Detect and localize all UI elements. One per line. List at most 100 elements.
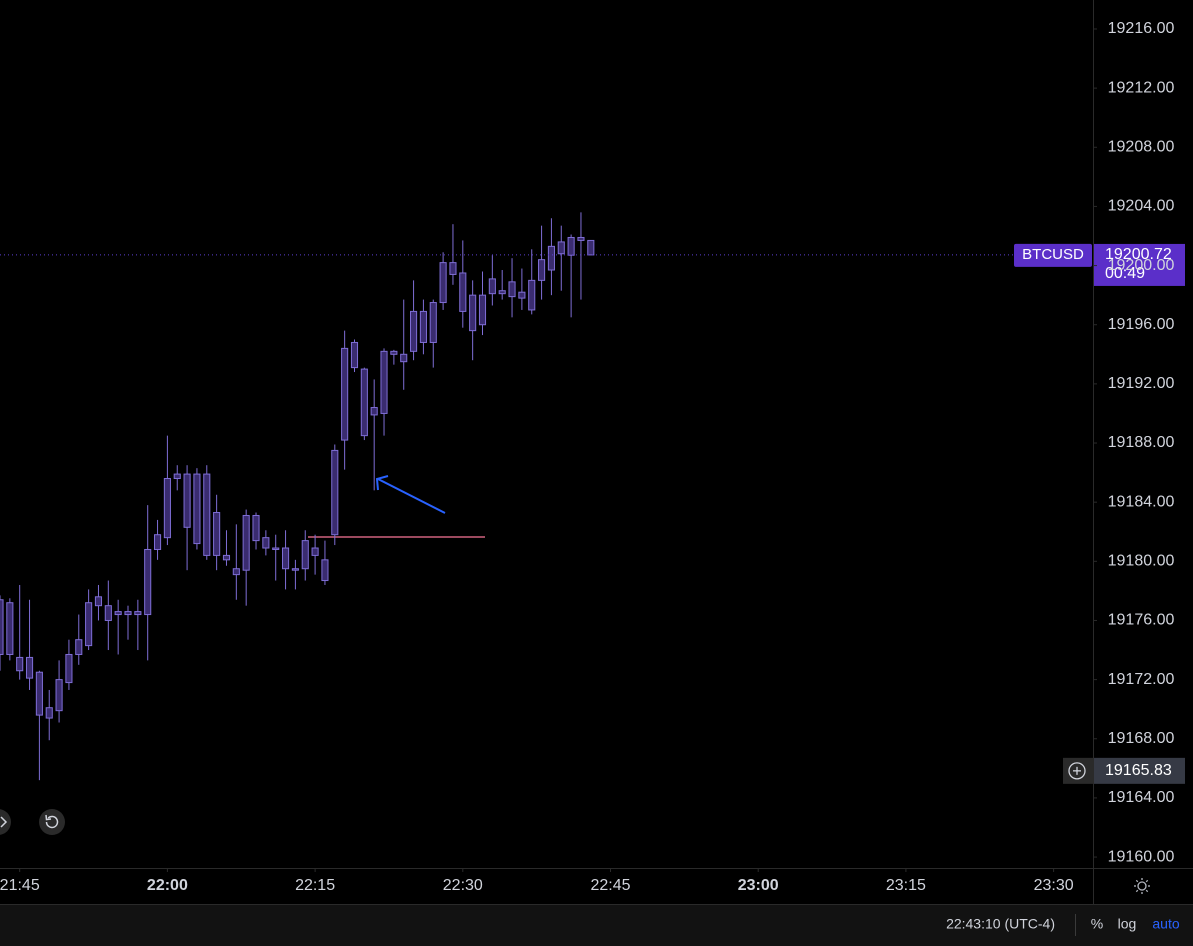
candle-body xyxy=(341,347,349,441)
candle-body xyxy=(104,605,112,621)
y-tick-label: 19196.00 xyxy=(1108,316,1175,333)
candle-body xyxy=(55,679,63,712)
candle-body xyxy=(16,656,24,672)
candle-body xyxy=(242,514,250,571)
candle-body xyxy=(380,350,388,414)
arrow-drawing[interactable] xyxy=(375,475,446,514)
candle-body xyxy=(429,302,437,343)
settings-button[interactable] xyxy=(1134,878,1150,894)
candle-body xyxy=(498,290,506,295)
footer-bar xyxy=(0,904,1193,946)
candle-body xyxy=(547,245,555,271)
candle-body xyxy=(557,241,565,255)
x-tick-label: 22:15 xyxy=(295,877,335,894)
candle-body xyxy=(350,341,359,369)
candle-body xyxy=(75,639,83,655)
candle-body xyxy=(478,294,487,326)
y-tick-label: 19216.00 xyxy=(1108,20,1175,37)
symbol-tag xyxy=(1014,243,1092,267)
candle-body xyxy=(449,262,457,275)
candle-body xyxy=(272,547,280,550)
plot-area xyxy=(0,212,1014,781)
add-alert-icon xyxy=(1068,762,1086,780)
y-tick-label: 19164.00 xyxy=(1108,789,1175,806)
candle-body xyxy=(183,473,191,528)
y-tick-label: 19184.00 xyxy=(1108,493,1175,510)
y-tick-label: 19160.00 xyxy=(1108,848,1175,865)
candle-body xyxy=(301,540,309,570)
candle-body xyxy=(282,547,290,570)
reset-button[interactable] xyxy=(39,809,65,835)
candle-body xyxy=(321,559,329,582)
candle-body xyxy=(153,534,162,550)
candle-body xyxy=(291,568,299,571)
candle-body xyxy=(25,656,34,679)
candle-body xyxy=(518,291,526,299)
y-tick-label: 19168.00 xyxy=(1108,730,1175,747)
y-tick-label: 19188.00 xyxy=(1108,434,1175,451)
x-tick-label: 21:45 xyxy=(0,877,40,894)
x-tick-label: 23:15 xyxy=(886,877,926,894)
candle-body xyxy=(410,310,418,352)
candle-body xyxy=(419,310,427,343)
y-tick-label: 19208.00 xyxy=(1108,138,1175,155)
candle-body xyxy=(94,596,103,607)
candle-body xyxy=(213,512,221,556)
candle-body xyxy=(370,407,378,416)
candle-body xyxy=(173,473,181,480)
candle-body xyxy=(232,568,240,576)
candle-body xyxy=(360,368,368,437)
candle-body xyxy=(193,473,201,545)
candle-body xyxy=(203,473,211,556)
candle-body xyxy=(134,611,142,616)
candle-body xyxy=(528,279,536,311)
candle-body xyxy=(163,478,171,539)
x-tick-label: 23:30 xyxy=(1034,877,1074,894)
candle-body xyxy=(459,272,467,312)
candle-body xyxy=(144,548,152,616)
candle-body xyxy=(488,278,496,295)
crosshair-price: 19165.83 xyxy=(1105,762,1172,779)
x-tick-label: 23:00 xyxy=(738,877,779,894)
log-button[interactable]: log xyxy=(1118,916,1137,932)
percent-button[interactable]: % xyxy=(1091,916,1103,932)
y-tick-label: 19200.00 xyxy=(1108,257,1175,274)
scroll-button[interactable] xyxy=(0,809,11,835)
candle-body xyxy=(124,611,132,616)
candle-body xyxy=(439,262,447,304)
candle-body xyxy=(222,554,231,561)
crosshair-price-box xyxy=(1094,757,1185,784)
candle-body xyxy=(114,611,122,616)
crosshair-label: 19165.83 xyxy=(1063,757,1185,784)
candle-body xyxy=(45,707,53,719)
candle-body xyxy=(252,514,260,542)
y-tick-label: 19176.00 xyxy=(1108,612,1175,629)
candle-body xyxy=(85,602,93,647)
candle-body xyxy=(577,236,585,241)
y-tick-label: 19172.00 xyxy=(1108,671,1175,688)
candle-body xyxy=(508,281,516,298)
y-tick-label: 19180.00 xyxy=(1108,553,1175,570)
y-tick-label: 19192.00 xyxy=(1108,375,1175,392)
y-tick-label: 19204.00 xyxy=(1108,198,1175,215)
candle-body xyxy=(6,602,14,655)
candle-body xyxy=(311,547,319,556)
candle-body xyxy=(0,599,4,655)
candle-body xyxy=(400,353,408,363)
candle-body xyxy=(587,239,595,256)
footer-time: 22:43:10 (UTC-4) xyxy=(946,916,1055,932)
candle-body xyxy=(331,449,339,536)
candle-body xyxy=(65,653,73,684)
countdown-label: 00:49 xyxy=(1105,265,1145,282)
x-tick-label: 22:00 xyxy=(147,877,188,894)
candle-body xyxy=(35,671,43,716)
candle-body xyxy=(567,236,575,256)
symbol-label: BTCUSD xyxy=(1022,246,1084,263)
x-tick-label: 22:45 xyxy=(590,877,630,894)
candle-body xyxy=(390,350,398,355)
candle-body xyxy=(469,294,477,332)
auto-button[interactable]: auto xyxy=(1152,916,1179,932)
y-tick-label: 19212.00 xyxy=(1108,79,1175,96)
